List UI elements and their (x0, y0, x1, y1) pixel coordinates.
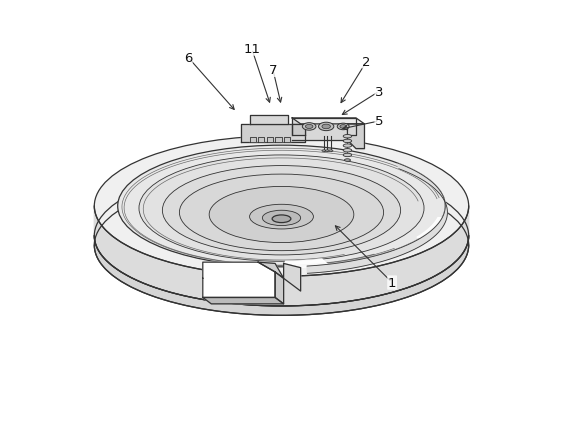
Ellipse shape (343, 154, 352, 157)
Polygon shape (275, 272, 284, 304)
Text: 2: 2 (363, 56, 371, 69)
Ellipse shape (343, 140, 352, 143)
Polygon shape (95, 206, 468, 306)
Polygon shape (275, 137, 282, 143)
Text: 3: 3 (375, 86, 383, 98)
Ellipse shape (249, 205, 314, 230)
Ellipse shape (262, 211, 301, 226)
Polygon shape (258, 137, 265, 143)
Text: 1: 1 (388, 276, 396, 289)
Polygon shape (284, 264, 301, 292)
Ellipse shape (329, 150, 333, 152)
Ellipse shape (325, 150, 329, 152)
Ellipse shape (343, 149, 352, 153)
Polygon shape (292, 119, 356, 141)
Polygon shape (292, 125, 305, 135)
Polygon shape (95, 236, 468, 316)
Ellipse shape (95, 136, 468, 276)
Polygon shape (292, 119, 364, 125)
Ellipse shape (345, 160, 350, 162)
Ellipse shape (322, 125, 330, 129)
Ellipse shape (343, 144, 352, 148)
Ellipse shape (118, 146, 445, 267)
Polygon shape (249, 137, 256, 143)
Polygon shape (249, 115, 288, 125)
Polygon shape (285, 260, 328, 268)
Ellipse shape (162, 166, 401, 255)
Text: 7: 7 (269, 64, 277, 77)
Ellipse shape (337, 124, 349, 130)
Ellipse shape (180, 175, 383, 251)
Ellipse shape (319, 123, 334, 131)
Text: 5: 5 (375, 115, 383, 128)
Polygon shape (307, 163, 448, 273)
Polygon shape (203, 263, 275, 298)
Polygon shape (241, 125, 305, 143)
Ellipse shape (340, 126, 346, 129)
Polygon shape (267, 137, 273, 143)
Ellipse shape (272, 215, 291, 223)
Ellipse shape (139, 156, 424, 262)
Ellipse shape (343, 135, 352, 138)
Ellipse shape (209, 187, 354, 243)
Polygon shape (258, 263, 284, 279)
Ellipse shape (302, 123, 316, 131)
Ellipse shape (305, 125, 313, 129)
Text: 11: 11 (243, 43, 260, 56)
Polygon shape (417, 218, 444, 239)
Polygon shape (347, 125, 364, 149)
Polygon shape (284, 137, 290, 143)
Ellipse shape (322, 150, 326, 152)
Text: 6: 6 (184, 52, 192, 64)
Polygon shape (203, 298, 284, 304)
